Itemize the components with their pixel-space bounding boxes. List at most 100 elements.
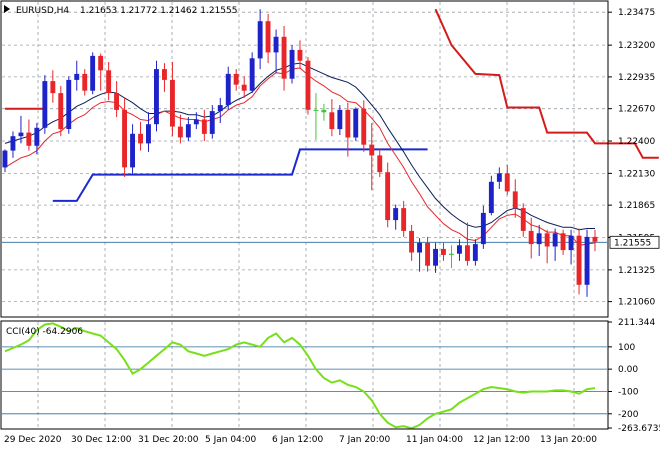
- candle-body: [433, 248, 438, 266]
- candle: [114, 81, 119, 118]
- candle-body: [568, 235, 574, 251]
- current-price-label: 1.21555: [614, 238, 651, 248]
- candle-body: [66, 79, 72, 129]
- candle: [345, 102, 351, 157]
- candle: [441, 242, 446, 261]
- time-label: 30 Dec 12:00: [71, 435, 132, 445]
- candle-body: [138, 133, 143, 144]
- cci-label: CCI(40) -64.2906: [6, 327, 83, 337]
- candle: [512, 179, 518, 218]
- candle-body: [170, 79, 175, 127]
- candle-body: [488, 181, 494, 213]
- time-label: 31 Dec 20:00: [138, 435, 199, 445]
- candle-body: [257, 21, 263, 59]
- candle: [185, 117, 191, 142]
- candle: [544, 229, 550, 264]
- price-label: 1.21865: [618, 201, 655, 211]
- candle: [576, 228, 582, 295]
- chart-header-ohlc: 1.21653 1.21772 1.21462 1.21555: [80, 6, 237, 16]
- candle: [130, 124, 135, 175]
- candle-body: [249, 58, 255, 91]
- cci-line: [4, 322, 596, 430]
- candle-body: [441, 248, 446, 255]
- candle-body: [130, 133, 135, 168]
- price-panel[interactable]: [2, 8, 659, 297]
- candle-body: [233, 73, 239, 85]
- candle-body: [185, 124, 191, 138]
- candle-body: [122, 109, 127, 168]
- scroll-arrow-icon[interactable]: [4, 5, 10, 13]
- candle: [297, 40, 303, 70]
- candle-body: [560, 233, 566, 251]
- candle-body: [512, 191, 518, 209]
- candle: [337, 105, 343, 136]
- candle: [225, 66, 231, 110]
- candle: [488, 175, 494, 216]
- cci-axis-label: 211.344: [618, 318, 655, 328]
- current-price-box: [609, 235, 660, 249]
- candle-body: [592, 236, 598, 242]
- candle-body: [162, 69, 167, 80]
- candle: [42, 75, 48, 134]
- candle-body: [544, 233, 550, 247]
- candle: [528, 217, 534, 259]
- time-label: 29 Dec 2020: [4, 435, 62, 445]
- candle-body: [504, 173, 510, 192]
- candle-body: [321, 109, 327, 113]
- candle-body: [496, 173, 502, 182]
- candle-body: [449, 253, 454, 255]
- candle: [321, 103, 327, 121]
- candle-body: [552, 233, 558, 247]
- time-label: 6 Jan 12:00: [272, 435, 324, 445]
- candle: [146, 112, 151, 152]
- candle-body: [146, 124, 151, 144]
- candle-body: [576, 235, 582, 285]
- candle-body: [58, 93, 64, 130]
- candle: [584, 229, 590, 297]
- candle: [369, 123, 375, 191]
- time-label: 12 Jan 12:00: [473, 435, 530, 445]
- candle-body: [425, 242, 430, 266]
- candle-body: [74, 73, 80, 80]
- candle-body: [82, 73, 88, 91]
- candle: [329, 99, 335, 137]
- candle: [305, 57, 311, 115]
- candle-body: [273, 36, 279, 53]
- price-label: 1.21060: [618, 298, 655, 308]
- candle: [289, 45, 295, 84]
- candle-body: [385, 172, 391, 221]
- cci-axis-label: 0.00: [618, 365, 638, 375]
- candle-body: [417, 242, 422, 253]
- candle-body: [114, 93, 119, 110]
- resistance-level-line: [5, 8, 659, 159]
- cci-axis-label: -200: [618, 410, 639, 420]
- cci-panel[interactable]: [2, 322, 607, 430]
- candle: [480, 205, 486, 249]
- candle: [401, 200, 407, 237]
- candle: [10, 131, 16, 158]
- support-level-line: [52, 148, 428, 202]
- chart-header-symbol: EURUSD,H4: [16, 6, 69, 16]
- candle-body: [297, 49, 303, 61]
- candle: [34, 123, 40, 155]
- candle: [82, 69, 88, 96]
- candle-body: [520, 208, 526, 231]
- candle: [433, 242, 438, 273]
- candle: [209, 105, 215, 139]
- price-panel-border: [0, 0, 609, 318]
- candle-body: [209, 111, 215, 134]
- candle: [385, 162, 391, 228]
- candle-body: [225, 73, 231, 106]
- candle-body: [98, 55, 104, 71]
- candle: [457, 239, 462, 261]
- candle-body: [201, 119, 207, 134]
- candle: [265, 13, 271, 64]
- cci-axis-label: -100: [618, 387, 639, 397]
- time-axis: 29 Dec 2020 30 Dec 12:00 31 Dec 20:00 5 Jan…: [4, 435, 597, 445]
- candle-body: [2, 150, 8, 168]
- candle: [18, 115, 24, 144]
- candle-body: [401, 208, 407, 231]
- candle-body: [26, 132, 32, 146]
